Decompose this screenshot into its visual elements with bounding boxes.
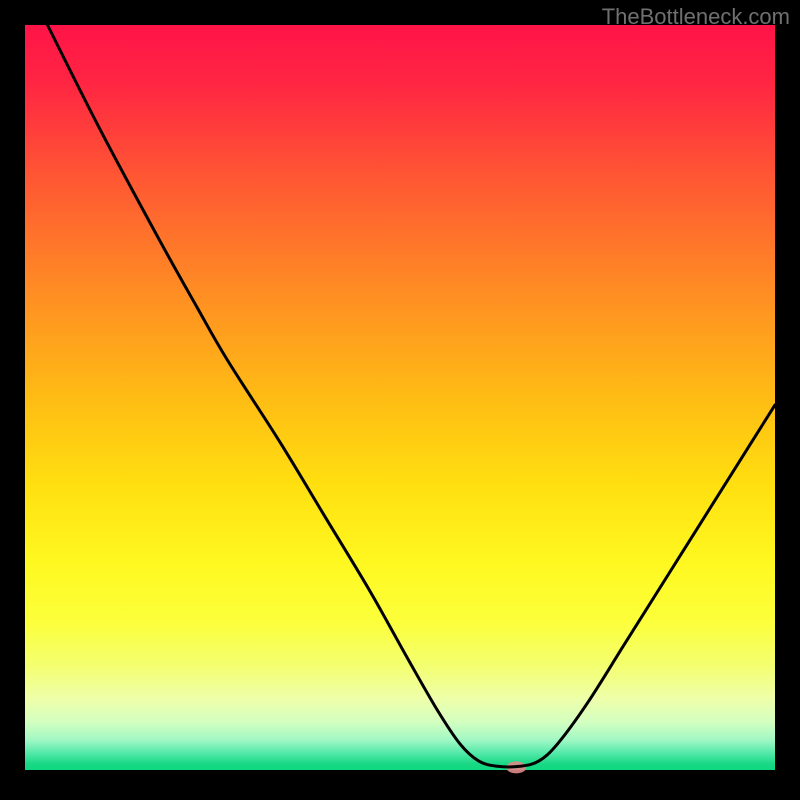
watermark-text: TheBottleneck.com [602, 4, 790, 30]
chart-container: TheBottleneck.com [0, 0, 800, 800]
chart-svg [0, 0, 800, 800]
